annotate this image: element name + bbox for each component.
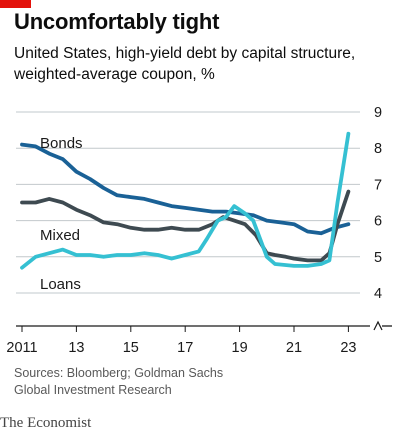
- series-label-bonds: Bonds: [40, 135, 83, 152]
- series-label-mixed: Mixed: [40, 227, 80, 244]
- x-tick-label-2011: 2011: [6, 340, 37, 356]
- series-line-mixed: [20, 189, 351, 263]
- y-tick-label-9: 9: [374, 105, 382, 121]
- chart-subtitle: United States, high-yield debt by capita…: [14, 45, 356, 83]
- x-tick-label-19: 19: [232, 340, 248, 356]
- series-line-bonds: [20, 142, 351, 236]
- x-tick-label-15: 15: [123, 340, 139, 356]
- brand-red-tag: [0, 0, 31, 8]
- chart-title: Uncomfortably tight: [14, 9, 220, 34]
- y-tick-label-4: 4: [374, 286, 382, 302]
- publisher-brand: The Economist: [0, 415, 92, 431]
- source-note: Sources: Bloomberg; Goldman Sachs Global…: [14, 366, 224, 397]
- y-tick-label-8: 8: [374, 141, 382, 157]
- y-axis-break-marker: [373, 320, 383, 331]
- x-tick-label-13: 13: [68, 340, 84, 356]
- chart-svg: 4 5 6 7 8 9 2011 13 15 17 19 21 23 Bonds Mixed Loans: [6, 105, 392, 356]
- y-tick-label-5: 5: [374, 250, 382, 266]
- series-label-loans: Loans: [40, 276, 81, 293]
- series-line-loans: [20, 131, 351, 270]
- x-tick-label-21: 21: [286, 340, 302, 356]
- y-tick-label-6: 6: [374, 214, 382, 230]
- x-tick-label-17: 17: [177, 340, 193, 356]
- x-tick-label-23: 23: [340, 340, 356, 356]
- y-tick-label-7: 7: [374, 177, 382, 193]
